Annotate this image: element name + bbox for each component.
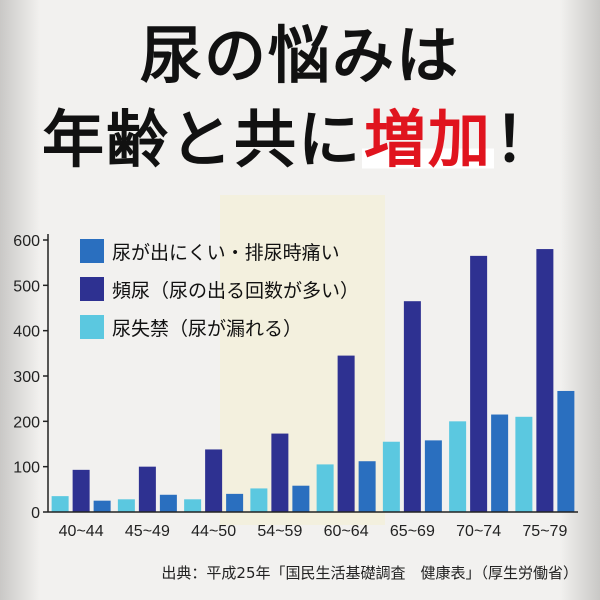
- bar: [557, 390, 575, 512]
- y-tick-label: 400: [13, 324, 40, 341]
- bar: [424, 440, 442, 512]
- bar: [382, 441, 400, 512]
- bar: [292, 485, 310, 512]
- x-tick-label: 60~64: [324, 523, 369, 540]
- bar: [117, 499, 135, 512]
- bar: [205, 449, 223, 512]
- legend-label: 尿が出にくい・排尿時痛い: [112, 241, 340, 264]
- bar: [51, 496, 69, 512]
- background-left-shade: [0, 0, 40, 600]
- legend-swatch: [80, 315, 104, 339]
- legend-swatch: [80, 277, 104, 301]
- bar: [337, 355, 355, 512]
- y-tick-label: 100: [13, 460, 40, 477]
- bar: [449, 421, 467, 512]
- bar: [93, 500, 111, 512]
- x-tick-label: 40~44: [59, 523, 104, 540]
- x-tick-label: 75~79: [522, 523, 567, 540]
- title-highlight: 増加: [361, 103, 494, 176]
- title-line-2-suffix: ！: [494, 103, 559, 176]
- bar: [250, 488, 268, 512]
- chart-legend: 尿が出にくい・排尿時痛い 頻尿（尿の出る回数が多い） 尿失禁（尿が漏れる）: [80, 232, 359, 346]
- bar: [536, 249, 554, 513]
- legend-item-incontinence: 尿失禁（尿が漏れる）: [80, 308, 359, 346]
- x-tick-label: 70~74: [456, 523, 501, 540]
- x-tick-label: 65~69: [390, 523, 435, 540]
- bar: [226, 493, 244, 512]
- bar: [470, 255, 488, 512]
- x-tick-label: 54~59: [257, 523, 302, 540]
- x-tick-label: 44~50: [191, 523, 236, 540]
- legend-item-difficulty: 尿が出にくい・排尿時痛い: [80, 232, 359, 270]
- legend-swatch: [80, 239, 104, 263]
- bar: [316, 464, 334, 512]
- legend-label: 尿失禁（尿が漏れる）: [112, 317, 303, 340]
- bar: [271, 433, 289, 512]
- bar: [358, 461, 376, 512]
- bar: [72, 469, 90, 512]
- source-note: 出典：平成25年「国民生活基礎調査 健康表」（厚生労働省）: [161, 564, 578, 582]
- title-line-2: 年齢と共に増加！: [0, 100, 600, 180]
- y-tick-label: 500: [13, 278, 40, 295]
- bar: [491, 414, 509, 512]
- legend-item-frequency: 頻尿（尿の出る回数が多い）: [80, 270, 359, 308]
- y-tick-label: 600: [13, 233, 40, 250]
- y-tick-label: 200: [13, 414, 40, 431]
- bar: [515, 416, 533, 512]
- bar: [403, 301, 421, 512]
- title-line-2-prefix: 年齢と共に: [41, 103, 362, 176]
- title-line-1: 尿の悩みは: [139, 19, 460, 92]
- x-tick-label: 45~49: [125, 523, 170, 540]
- highlight-band: [220, 195, 385, 525]
- y-tick-label: 0: [31, 505, 40, 522]
- bar: [159, 494, 177, 512]
- bar: [138, 466, 156, 512]
- legend-label: 頻尿（尿の出る回数が多い）: [112, 279, 360, 302]
- bar: [184, 499, 202, 512]
- y-tick-label: 300: [13, 369, 40, 386]
